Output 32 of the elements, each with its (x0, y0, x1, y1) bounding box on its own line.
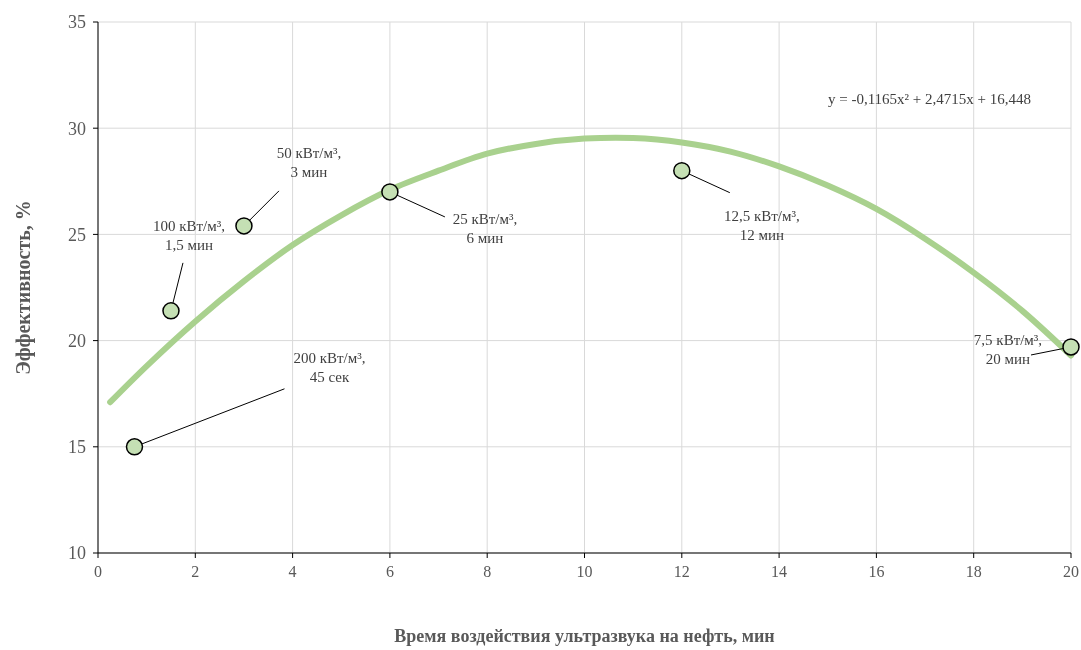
x-tick-label: 8 (483, 563, 492, 580)
annotation: 25 кВт/м³, 6 мин (452, 210, 518, 246)
y-tick-label: 35 (68, 12, 86, 33)
x-tick-label: 12 (673, 563, 690, 580)
y-tick-label: 20 (68, 330, 86, 351)
x-tick-label: 14 (771, 563, 788, 580)
annotation: 100 кВт/м³, 1,5 мин (152, 217, 225, 253)
annotation: 50 кВт/м³, 3 мин (276, 144, 342, 180)
x-tick-label: 20 (1063, 563, 1079, 580)
annotation: 7,5 кВт/м³, 20 мин (973, 331, 1043, 367)
x-tick-label: 2 (191, 563, 200, 580)
annotation: 12,5 кВт/м³, 12 мин (723, 207, 800, 243)
y-tick-label: 25 (68, 224, 86, 245)
x-tick-label: 6 (385, 563, 394, 580)
x-tick-label: 16 (868, 563, 885, 580)
x-tick-label: 10 (576, 563, 593, 580)
x-tick-label: 0 (94, 563, 102, 580)
x-tick-label: 18 (965, 563, 982, 580)
y-tick-label: 15 (68, 437, 86, 458)
y-axis-title: Эффективность, % (12, 200, 35, 375)
point (125, 438, 144, 456)
point (673, 161, 691, 180)
point (1062, 338, 1080, 356)
x-tick-label: 4 (288, 563, 297, 580)
annotation: y = -0,1165x² + 2,4715x + 16,448 (827, 91, 1031, 107)
x-axis-title: Время воздействия ультразвука на нефть, мин (394, 626, 775, 646)
y-tick-label: 10 (68, 543, 86, 564)
annotation: 200 кВт/м³, 45 сек (293, 349, 366, 385)
y-tick-label: 30 (68, 118, 86, 139)
point (235, 217, 253, 235)
point (162, 302, 180, 320)
point (381, 183, 399, 201)
